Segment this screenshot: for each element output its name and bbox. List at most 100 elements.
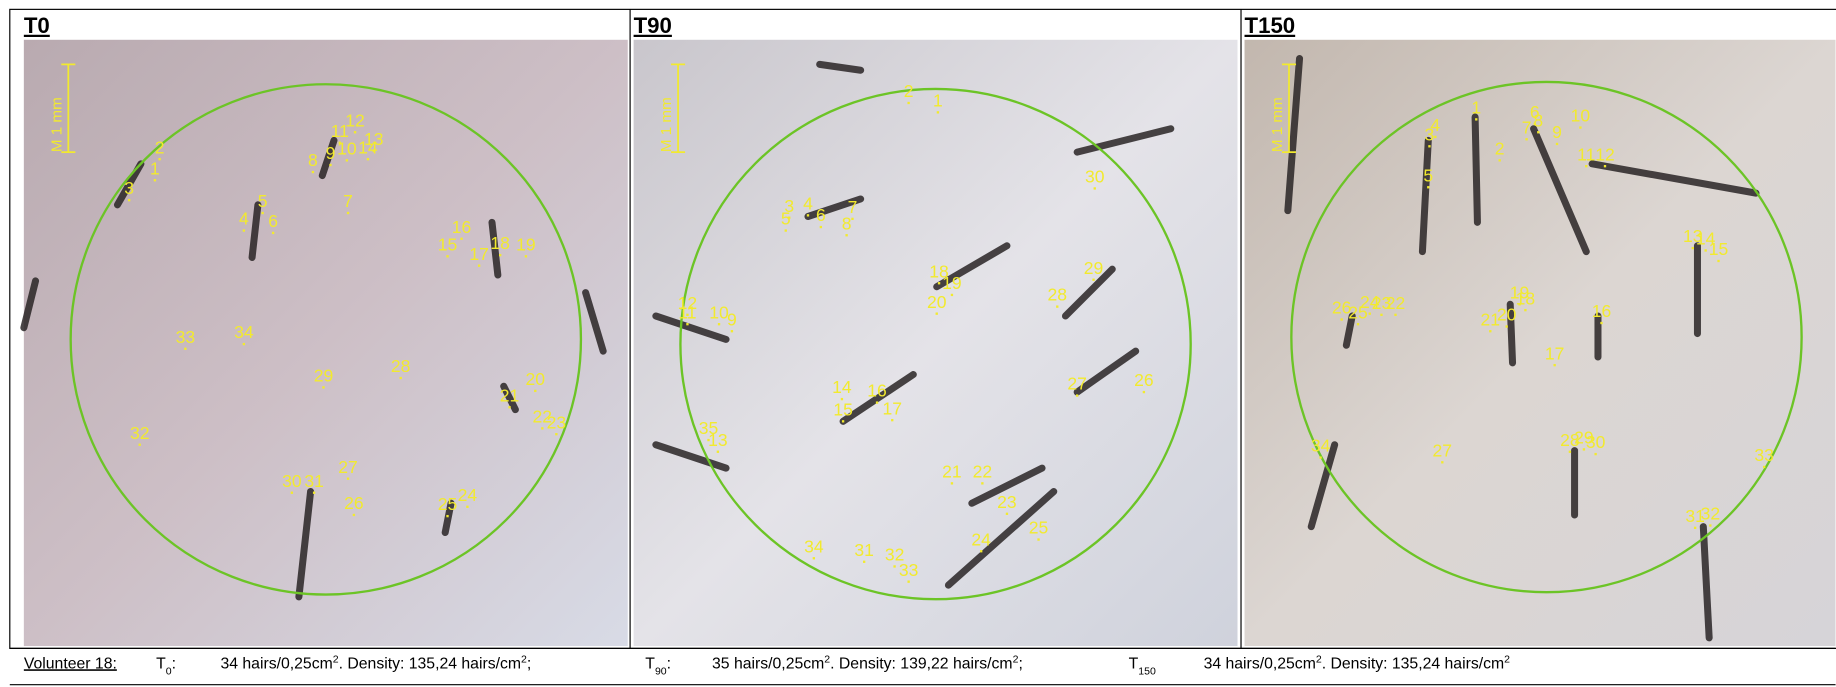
hair-label: 25: [1348, 302, 1368, 322]
hair-label: 2: [1495, 138, 1505, 158]
time-label: T90:: [645, 655, 671, 677]
hair-dot: [311, 170, 315, 174]
hair-dot: [242, 229, 246, 232]
hair-dot: [907, 101, 910, 105]
hair-dot: [1434, 135, 1437, 139]
hair-dot: [1093, 187, 1096, 190]
hair-dot: [1005, 512, 1009, 515]
hair-dot: [322, 386, 325, 389]
volunteer-label: Volunteer 18:: [24, 655, 117, 672]
hair: [839, 371, 917, 425]
hair-label: 1: [150, 158, 160, 178]
hair-dot: [1582, 448, 1586, 451]
hair-label: 16: [1592, 301, 1612, 321]
hair-label: 32: [1701, 504, 1721, 524]
hair-label: 4: [1430, 115, 1440, 135]
hair-label: 31: [304, 471, 324, 491]
hair-dot: [1427, 186, 1430, 189]
hair: [1506, 300, 1517, 367]
density-text: 34 hairs/0,25cm2. Density: 135,24 hairs/…: [1204, 653, 1511, 672]
hair-dot: [346, 211, 350, 215]
hair-dot: [329, 163, 332, 167]
hair-dot: [352, 513, 356, 517]
hair-label: 29: [314, 365, 334, 385]
hair-dot: [1585, 165, 1588, 168]
hair-dot: [499, 253, 502, 257]
hair-dot: [1537, 131, 1540, 134]
hair-label: 15: [1709, 239, 1729, 259]
hair-label: 7: [848, 197, 858, 217]
density-text: 34 hairs/0,25cm2. Density: 135,24 hairs/…: [220, 653, 531, 672]
hair-label: 29: [1574, 428, 1594, 448]
hair-label: 34: [234, 322, 254, 342]
hair-dot: [1704, 249, 1707, 252]
time-letter: T: [156, 655, 166, 672]
hair: [1061, 265, 1116, 320]
hair-label: 22: [533, 406, 553, 426]
hair: [1530, 125, 1590, 256]
hair: [295, 488, 315, 601]
hair-label: 20: [1497, 305, 1517, 325]
hair-dot: [686, 313, 689, 316]
hair-label: 27: [1433, 440, 1453, 460]
hair-dot: [812, 557, 816, 560]
hair-dot: [1428, 145, 1431, 148]
hair-dot: [399, 376, 402, 380]
hair-label: 34: [1311, 436, 1331, 456]
hair: [488, 218, 502, 279]
hair-dot: [730, 330, 734, 333]
hair-label: 19: [1510, 282, 1530, 302]
hair-dot: [128, 198, 131, 202]
hair-count: 34 hairs/0,25cm: [1204, 655, 1316, 672]
superscript: 2: [1316, 653, 1322, 665]
hair: [441, 499, 455, 537]
hair-label: 12: [678, 293, 698, 313]
hair-dot: [366, 157, 370, 161]
hair-dot: [1356, 323, 1360, 326]
hair-label: 35: [699, 418, 719, 438]
hair-label: 22: [1386, 293, 1406, 313]
hair-label: 26: [344, 493, 364, 513]
hair-label: 12: [1595, 144, 1615, 164]
hair-label: 11: [678, 302, 696, 322]
time-subscript: 90: [655, 665, 667, 677]
hair-label: 26: [1134, 370, 1154, 390]
hair-dot: [1555, 142, 1559, 146]
hair-dot: [446, 255, 449, 258]
measurement-circle: [1290, 80, 1803, 594]
hair-dot: [819, 225, 823, 229]
hair-label: 20: [526, 369, 546, 389]
hair: [500, 382, 519, 414]
hair-dot: [460, 237, 463, 240]
hair-label: 30: [1085, 167, 1105, 187]
hair-dot: [893, 565, 896, 568]
hair-dot: [907, 580, 910, 583]
hair-dot: [784, 229, 787, 232]
hair-label: 2: [155, 137, 165, 157]
time-subscript: 150: [1138, 665, 1156, 677]
hair-label: 18: [1516, 288, 1536, 308]
hair-dot: [1319, 456, 1322, 459]
hair-dot: [716, 450, 720, 453]
hair-label: 8: [842, 213, 852, 233]
hair: [1471, 113, 1481, 226]
hair-label: 32: [885, 545, 905, 565]
hair-label: 17: [469, 244, 489, 264]
scale-label: M 1 mm: [658, 97, 675, 152]
hair-dot: [312, 491, 316, 494]
hair: [944, 488, 1058, 589]
hair-dot: [1709, 524, 1712, 527]
hair-dot: [1037, 538, 1040, 541]
hair-dot: [950, 293, 954, 297]
hair-label: 18: [929, 261, 949, 281]
hair-dot: [1525, 138, 1528, 141]
hair-dot: [1600, 321, 1603, 325]
hair-label: 25: [1029, 518, 1049, 538]
hair-dot: [508, 406, 511, 409]
hair-dot: [353, 131, 357, 134]
hair: [582, 289, 607, 355]
hair-dot: [1579, 126, 1582, 129]
